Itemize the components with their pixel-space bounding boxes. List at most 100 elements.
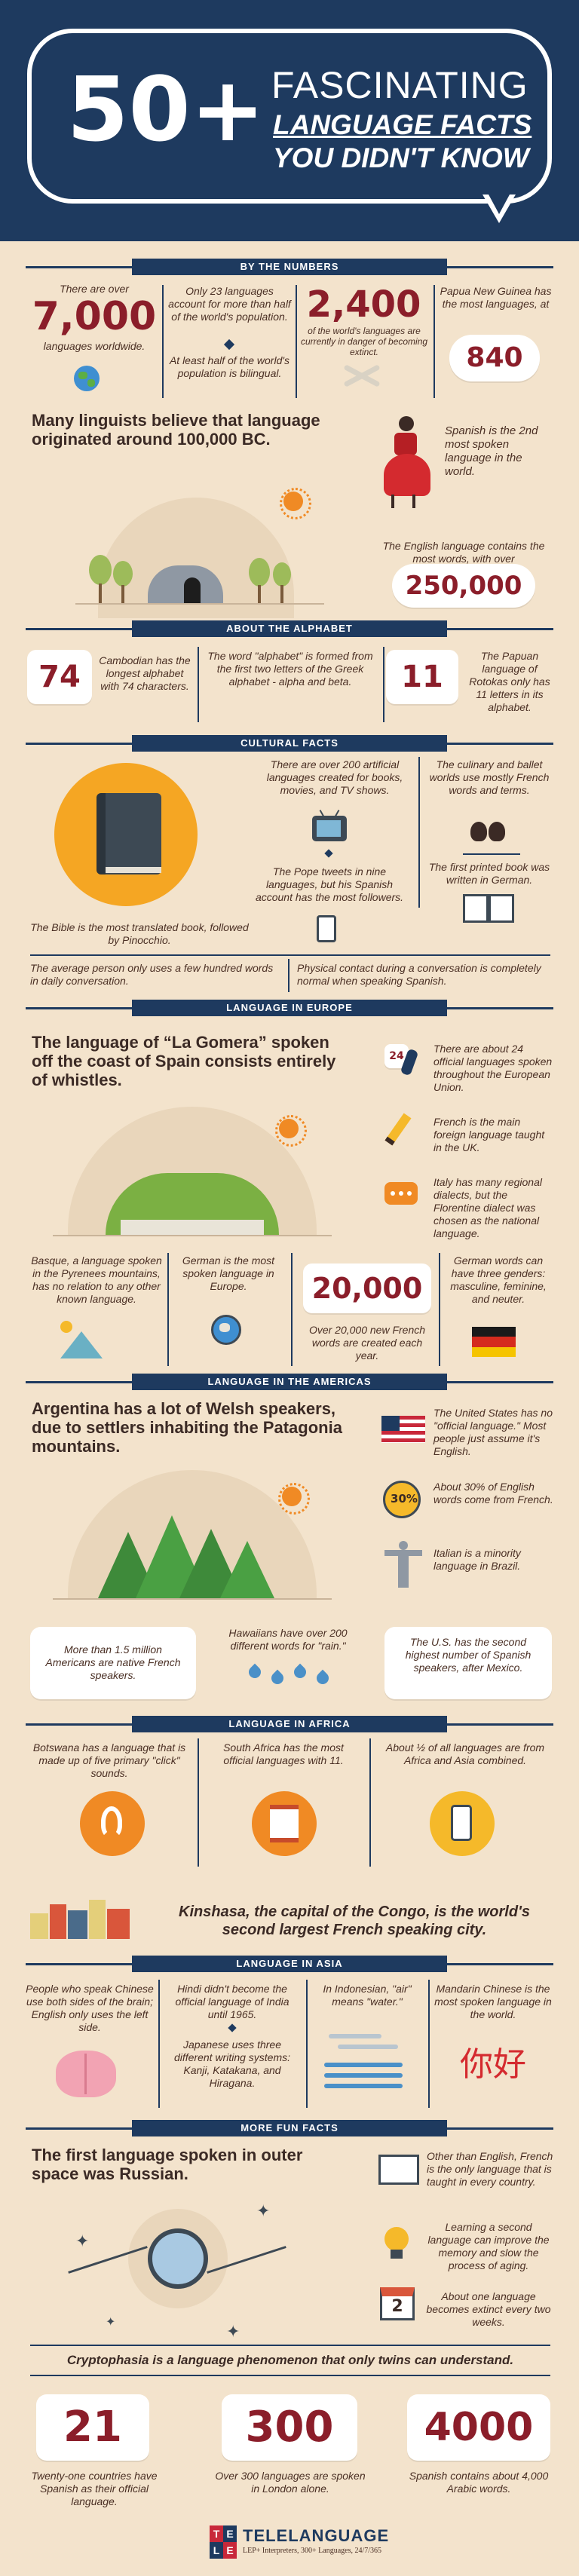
logo-letter: T — [210, 2525, 223, 2542]
bubble-20000 — [303, 1263, 431, 1313]
americas-french-card — [30, 1627, 196, 1699]
cultural-pope: The Pope tweets in nine languages, but h… — [255, 865, 404, 903]
divider — [162, 285, 164, 398]
europe-basque: Basque, a language spoken in the Pyrenee… — [31, 1254, 162, 1305]
tree-icon — [113, 561, 133, 587]
lead-argentina: Argentina has a lot of Welsh speakers, d… — [32, 1399, 342, 1456]
book-icon — [96, 793, 161, 874]
fact-23-languages: Only 23 languages account for more than … — [168, 285, 291, 323]
divider — [369, 1738, 371, 1867]
tree-icon — [249, 558, 270, 587]
bones-icon — [339, 360, 384, 391]
fact-2400-text: of the world's languages are currently i… — [300, 326, 428, 357]
fun-300-number: 300 — [245, 2403, 334, 2452]
divider — [288, 959, 290, 992]
fun-french-taught: Other than English, French is the only l… — [427, 2150, 553, 2188]
asia-chinese-brain: People who speak Chinese use both sides … — [26, 1983, 154, 2033]
europe-french-words: Over 20,000 new French words are created… — [308, 1324, 426, 1362]
phone-chat-icon — [451, 1805, 472, 1841]
ni-hao-characters: 你好 — [460, 2045, 526, 2084]
bubble-21 — [36, 2394, 149, 2461]
bubble-11 — [386, 650, 458, 704]
fact-840-number: 840 — [466, 342, 523, 373]
cultural-bible: The Bible is the most translated book, f… — [30, 921, 249, 946]
tree-icon — [273, 562, 291, 587]
americas-us-official: The United States has no "official langu… — [433, 1407, 553, 1457]
ear-icon — [101, 1806, 122, 1838]
calendar-number: 2 — [391, 2297, 403, 2316]
fact-7000-top: There are over — [60, 283, 129, 295]
alphabet-greek: The word "alphabet" is formed from the f… — [207, 650, 373, 688]
divider — [167, 1253, 169, 1366]
section-title-cultural: CULTURAL FACTS — [132, 735, 447, 752]
scroll-icon — [270, 1805, 299, 1842]
section-title-europe: LANGUAGE IN EUROPE — [132, 1000, 447, 1016]
asia-hindi: Hindi didn't become the official languag… — [175, 1983, 290, 2020]
divider — [198, 647, 199, 722]
alphabet-rotokas: The Papuan language of Rotokas only has … — [469, 650, 550, 713]
alphabet-11-number: 11 — [401, 660, 443, 694]
lead-kinshasa: Kinshasa, the capital of the Congo, is t… — [179, 1904, 530, 1938]
fun-4000-text: Spanish contains about 4,000 Arabic word… — [409, 2470, 549, 2495]
footer-tagline: LEP+ Interpreters, 300+ Languages, 24/7/… — [243, 2547, 382, 2555]
asia-mandarin: Mandarin Chinese is the most spoken lang… — [434, 1983, 552, 2020]
sun-icon — [278, 1483, 310, 1515]
lead-la-gomera: The language of “La Gomera” spoken off t… — [32, 1033, 336, 1089]
ground-line — [53, 1235, 332, 1236]
section-title-africa: LANGUAGE IN AFRICA — [132, 1716, 447, 1732]
americas-spanish-speakers: The U.S. has the second highest number o… — [405, 1636, 532, 1674]
americas-french-speakers: More than 1.5 million Americans are nati… — [45, 1643, 181, 1681]
bubble-74 — [27, 650, 92, 704]
fun-21-text: Twenty-one countries have Spanish as the… — [31, 2470, 158, 2507]
section-title-asia: LANGUAGE IN ASIA — [132, 1956, 447, 1972]
logo-letter: E — [223, 2525, 237, 2542]
divider — [291, 1253, 293, 1366]
fun-memory: Learning a second language can improve t… — [427, 2221, 550, 2271]
header-line-1: FASCINATING — [271, 64, 528, 106]
us-flag-icon — [381, 1416, 425, 1443]
footer-logo: T E L E — [210, 2525, 237, 2559]
mountain-icon — [60, 1331, 103, 1358]
bubble-300 — [222, 2394, 357, 2461]
europe-german-genders: German words can have three genders: mas… — [450, 1254, 547, 1305]
city-skyline-icon — [30, 1894, 136, 1939]
bubble-4000 — [407, 2394, 550, 2461]
divider — [428, 1980, 430, 2108]
divider — [433, 285, 435, 398]
africa-half-languages: About ½ of all languages are from Africa… — [385, 1741, 545, 1766]
header-big-number: 50+ — [66, 57, 265, 161]
divider — [306, 1980, 308, 2108]
ground-line — [53, 1598, 332, 1600]
satellite-icon — [148, 2228, 208, 2289]
cultural-physical-contact: Physical contact during a conversation i… — [297, 962, 541, 987]
blackboard-icon — [378, 2155, 419, 2185]
divider — [439, 1253, 440, 1366]
divider — [296, 285, 297, 398]
divider — [418, 757, 420, 908]
europe-italy: Italy has many regional dialects, but th… — [433, 1176, 542, 1239]
bubble-840 — [449, 335, 540, 381]
fun-300-text: Over 300 languages are spoken in London … — [215, 2470, 366, 2495]
cultural-average-person: The average person only uses a few hundr… — [30, 962, 274, 987]
fun-4000-number: 4000 — [424, 2405, 534, 2450]
africa-south-africa: South Africa has the most official langu… — [223, 1741, 344, 1766]
americas-italian-brazil: Italian is a minority language in Brazil… — [433, 1547, 521, 1572]
phone-icon — [317, 915, 336, 942]
lead-origin: Many linguists believe that language ori… — [32, 411, 320, 449]
header-line-2: LANGUAGE FACTS — [273, 109, 532, 140]
fact-2400-number: 2,400 — [306, 283, 421, 326]
fun-extinct: About one language becomes extinct every… — [426, 2290, 551, 2328]
flamenco-dancer-icon — [381, 413, 433, 511]
fun-cryptophasia: Cryptophasia is a language phenomenon th… — [66, 2353, 514, 2367]
africa-botswana: Botswana has a language that is made up … — [32, 1741, 186, 1779]
fact-spanish: Spanish is the 2nd most spoken language … — [445, 424, 538, 478]
divider — [198, 1738, 199, 1867]
americas-30-percent: 30% — [391, 1492, 418, 1505]
diamond-icon — [228, 2023, 237, 2032]
fact-7000-number: 7,000 — [32, 294, 157, 339]
bubble-250000 — [392, 564, 535, 608]
fact-bilingual: At least half of the world's population … — [169, 354, 290, 379]
europe-official-languages: There are about 24 official languages sp… — [433, 1043, 553, 1093]
star-icon: ✦ — [75, 2231, 90, 2250]
logo-letter: E — [223, 2542, 237, 2559]
